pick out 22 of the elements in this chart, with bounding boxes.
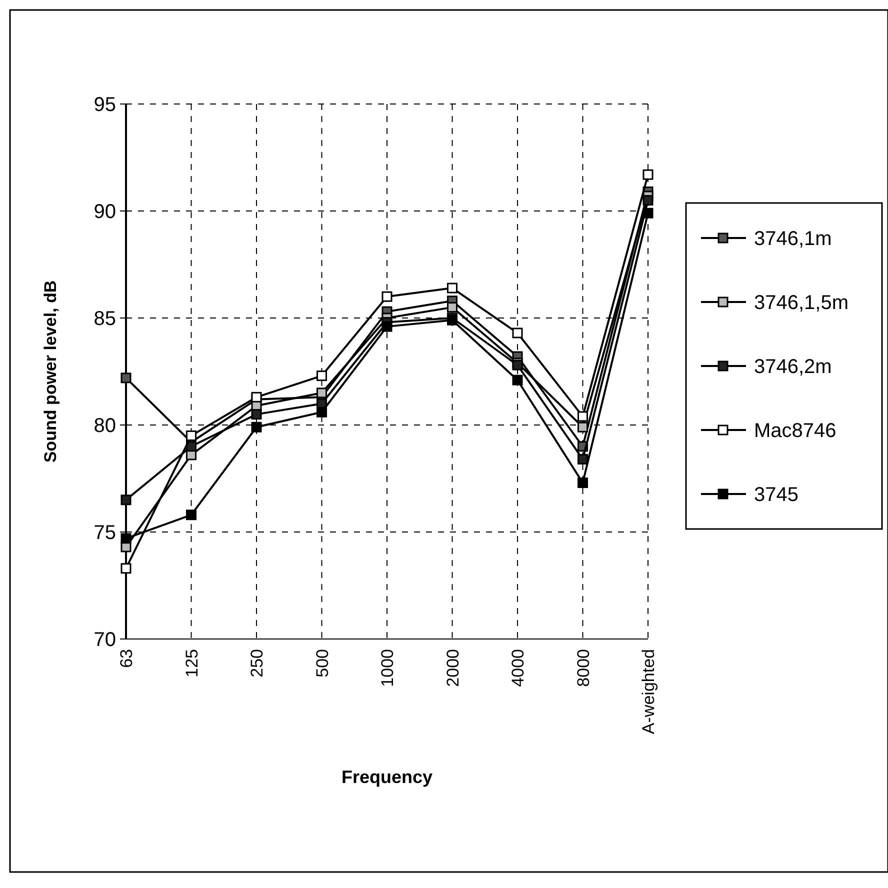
- legend-label: 3745: [754, 484, 798, 506]
- x-tick-label: 1000: [378, 649, 397, 687]
- x-tick-label: A-weighted: [639, 649, 658, 734]
- x-tick-label: 4000: [508, 649, 528, 687]
- x-tick-label: 2000: [443, 649, 462, 687]
- y-tick-label: 80: [94, 415, 116, 437]
- y-tick-label: 70: [94, 629, 116, 651]
- legend-label: 3746,1m: [754, 228, 832, 250]
- y-tick-label: 75: [94, 522, 116, 544]
- legend-label: 3746,1,5m: [754, 292, 849, 314]
- x-axis-title: Frequency: [341, 767, 433, 787]
- legend-label: 3746,2m: [754, 356, 832, 378]
- x-tick-label: 250: [248, 649, 266, 678]
- y-tick-label: 85: [94, 308, 116, 330]
- x-tick-label: 500: [312, 649, 332, 678]
- legend-label: Mac8746: [754, 420, 836, 442]
- y-tick-label: 90: [94, 201, 116, 223]
- x-tick-label: 8000: [574, 649, 593, 687]
- y-tick-label: 95: [94, 94, 116, 116]
- y-axis-title: Sound power level, dB: [41, 280, 60, 463]
- x-tick-label: 63: [117, 649, 136, 668]
- x-tick-label: 125: [182, 649, 202, 678]
